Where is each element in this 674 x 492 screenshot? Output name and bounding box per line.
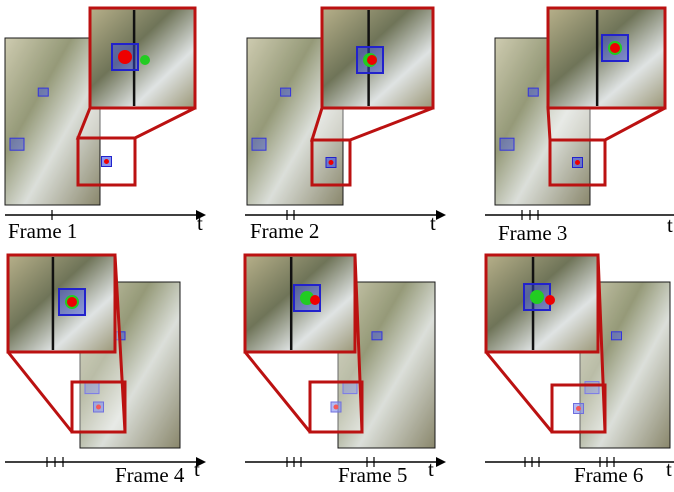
tracked-point (367, 55, 377, 65)
detection-box (38, 88, 48, 96)
axis-label: t (667, 213, 673, 237)
tracked-point (610, 43, 620, 53)
axis-label: t (430, 211, 436, 235)
figure: Frame 1 t Frame 2 t Frame 3 t Frame 4 t Frame 5 t… (0, 0, 674, 492)
frame-label: Frame 4 (115, 463, 185, 487)
tracked-point (67, 297, 77, 307)
tracked-point (530, 290, 544, 304)
target-dot (575, 160, 580, 165)
axis-label: t (428, 457, 434, 481)
target-dot (329, 160, 334, 165)
zoom-connector (312, 108, 433, 140)
zoom-connector (548, 108, 665, 140)
detection-box (252, 138, 266, 150)
tracked-point (118, 50, 132, 64)
frame-label: Frame 5 (338, 463, 407, 487)
detection-box (281, 88, 291, 96)
target-dot (104, 159, 109, 164)
detection-box (612, 332, 622, 340)
frame-label: Frame 2 (250, 219, 319, 243)
detection-box (372, 332, 382, 340)
axis-label: t (666, 457, 672, 481)
tracked-point (310, 295, 320, 305)
tracked-point (545, 295, 555, 305)
frame-label: Frame 6 (574, 463, 643, 487)
zoom-connector (78, 108, 195, 138)
timeline-arrow (436, 210, 446, 220)
axis-label: t (194, 457, 200, 481)
detection-box (10, 138, 24, 150)
frame-label: Frame 3 (498, 221, 567, 245)
axis-label: t (197, 211, 203, 235)
tracked-point (140, 55, 150, 65)
frame-label: Frame 1 (8, 219, 77, 243)
timeline-arrow (436, 457, 446, 467)
detection-box (500, 138, 514, 150)
detection-box (528, 88, 538, 96)
